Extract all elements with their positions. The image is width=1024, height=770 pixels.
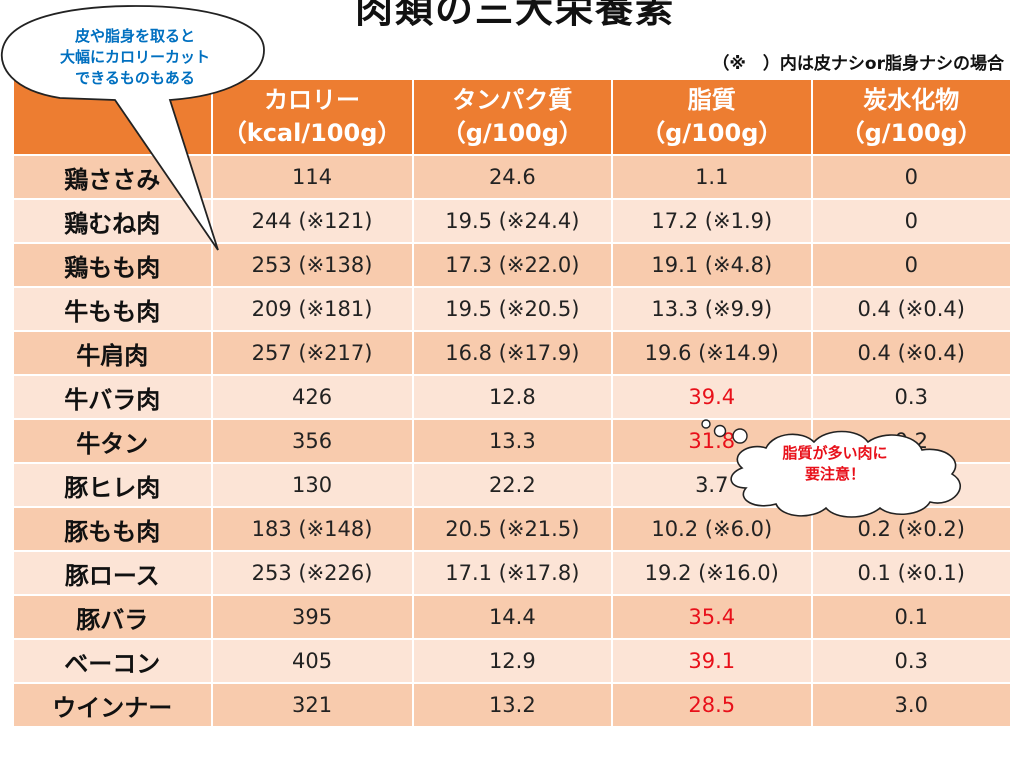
carbs-cell: 0 xyxy=(812,244,1010,286)
calories-cell: 257 (※217) xyxy=(212,332,412,374)
carbs-cell: 0.4 (※0.4) xyxy=(812,288,1010,330)
cloud-line: 脂質が多い肉に xyxy=(782,444,888,462)
calories-cell: 209 (※181) xyxy=(212,288,412,330)
protein-cell: 17.3 (※22.0) xyxy=(413,244,612,286)
carbs-cell: 0.1 xyxy=(812,596,1010,638)
carbs-cell: 0.1 (※0.1) xyxy=(812,552,1010,594)
carbs-cell: 0 xyxy=(812,200,1010,242)
carbs-cell: 0.4 (※0.4) xyxy=(812,332,1010,374)
fat-cell: 19.6 (※14.9) xyxy=(613,332,811,374)
header-carbs-unit: （g/100g） xyxy=(840,119,982,147)
food-name-cell: ベーコン xyxy=(14,640,211,682)
protein-cell: 14.4 xyxy=(413,596,612,638)
callout-line: 皮や脂身を取ると xyxy=(74,27,195,45)
fat-cell: 35.4 xyxy=(613,596,811,638)
fat-cell: 13.3 (※9.9) xyxy=(613,288,811,330)
nutrition-table: カロリー （kcal/100g） タンパク質 （g/100g） 脂質 （g/100g）… xyxy=(12,78,1012,728)
food-name-cell: 豚ヒレ肉 xyxy=(14,464,211,506)
table-row: 牛肩肉 257 (※217) 16.8 (※17.9) 19.6 (※14.9) 0.4… xyxy=(14,332,1010,374)
protein-cell: 24.6 xyxy=(413,156,612,198)
food-name-cell: 豚ロース xyxy=(14,552,211,594)
table-row: ベーコン 405 12.9 39.1 0.3 xyxy=(14,640,1010,682)
food-name-cell: 牛タン xyxy=(14,420,211,462)
header-fat-label: 脂質 xyxy=(687,86,736,114)
food-name-cell: 豚バラ xyxy=(14,596,211,638)
fat-cell: 1.1 xyxy=(613,156,811,198)
header-carbs-label: 炭水化物 xyxy=(863,86,960,114)
header-protein-label: タンパク質 xyxy=(452,86,573,114)
food-name-cell: 鶏もも肉 xyxy=(14,244,211,286)
header-row: カロリー （kcal/100g） タンパク質 （g/100g） 脂質 （g/100g）… xyxy=(14,80,1010,154)
protein-cell: 13.3 xyxy=(413,420,612,462)
header-fat-unit: （g/100g） xyxy=(641,119,783,147)
header-protein: タンパク質 （g/100g） xyxy=(413,80,612,154)
speech-bubble-callout xyxy=(0,5,265,251)
calories-cell: 244 (※121) xyxy=(212,200,412,242)
callout-line: 大幅にカロリーカット xyxy=(59,48,210,66)
table-row: 豚もも肉 183 (※148) 20.5 (※21.5) 10.2 (※6.0) 0.2… xyxy=(14,508,1010,550)
calories-cell: 114 xyxy=(212,156,412,198)
protein-cell: 12.9 xyxy=(413,640,612,682)
cloud-text: 脂質が多い肉に 要注意！ xyxy=(750,443,920,485)
callout-line: できるものもある xyxy=(75,69,195,87)
fat-cell: 10.2 (※6.0) xyxy=(613,508,811,550)
table-row: 牛もも肉 209 (※181) 19.5 (※20.5) 13.3 (※9.9) 0.4… xyxy=(14,288,1010,330)
protein-cell: 19.5 (※24.4) xyxy=(413,200,612,242)
footnote: （※ ）内は皮ナシor脂身ナシの場合 xyxy=(712,54,1004,74)
calories-cell: 253 (※226) xyxy=(212,552,412,594)
thought-cloud xyxy=(701,419,961,518)
calories-cell: 395 xyxy=(212,596,412,638)
table-row: 鶏むね肉 244 (※121) 19.5 (※24.4) 17.2 (※1.9) 0 xyxy=(14,200,1010,242)
header-protein-unit: （g/100g） xyxy=(441,119,583,147)
table-row: 豚バラ 395 14.4 35.4 0.1 xyxy=(14,596,1010,638)
food-name-cell: ウインナー xyxy=(14,684,211,726)
table-row: ウインナー 321 13.2 28.5 3.0 xyxy=(14,684,1010,726)
fat-cell: 19.2 (※16.0) xyxy=(613,552,811,594)
protein-cell: 19.5 (※20.5) xyxy=(413,288,612,330)
table-row: 鶏もも肉 253 (※138) 17.3 (※22.0) 19.1 (※4.8) 0 xyxy=(14,244,1010,286)
protein-cell: 13.2 xyxy=(413,684,612,726)
protein-cell: 22.2 xyxy=(413,464,612,506)
page-title: 肉類の三大栄養素 xyxy=(354,0,675,31)
header-fat: 脂質 （g/100g） xyxy=(613,80,811,154)
table-row: 牛バラ肉 426 12.8 39.4 0.3 xyxy=(14,376,1010,418)
protein-cell: 20.5 (※21.5) xyxy=(413,508,612,550)
carbs-cell: 0.3 xyxy=(812,640,1010,682)
carbs-cell: 3.0 xyxy=(812,684,1010,726)
header-calories-label: カロリー xyxy=(264,86,361,114)
calories-cell: 356 xyxy=(212,420,412,462)
protein-cell: 16.8 (※17.9) xyxy=(413,332,612,374)
cloud-line: 要注意！ xyxy=(804,465,865,483)
carbs-cell: 0 xyxy=(812,156,1010,198)
food-name-cell: 牛もも肉 xyxy=(14,288,211,330)
callout-text: 皮や脂身を取ると 大幅にカロリーカット できるものもある xyxy=(18,26,252,89)
fat-cell: 17.2 (※1.9) xyxy=(613,200,811,242)
calories-cell: 183 (※148) xyxy=(212,508,412,550)
food-name-cell: 鶏むね肉 xyxy=(14,200,211,242)
fat-cell: 39.4 xyxy=(613,376,811,418)
carbs-cell: 0.3 xyxy=(812,376,1010,418)
food-name-cell: 牛肩肉 xyxy=(14,332,211,374)
food-name-cell: 牛バラ肉 xyxy=(14,376,211,418)
protein-cell: 17.1 (※17.8) xyxy=(413,552,612,594)
header-carbs: 炭水化物 （g/100g） xyxy=(812,80,1010,154)
food-name-cell: 豚もも肉 xyxy=(14,508,211,550)
protein-cell: 12.8 xyxy=(413,376,612,418)
fat-cell: 39.1 xyxy=(613,640,811,682)
calories-cell: 130 xyxy=(212,464,412,506)
fat-cell: 28.5 xyxy=(613,684,811,726)
calories-cell: 405 xyxy=(212,640,412,682)
calories-cell: 321 xyxy=(212,684,412,726)
calories-cell: 253 (※138) xyxy=(212,244,412,286)
fat-cell: 19.1 (※4.8) xyxy=(613,244,811,286)
table-row: 豚ロース 253 (※226) 17.1 (※17.8) 19.2 (※16.0) 0.… xyxy=(14,552,1010,594)
header-calories: カロリー （kcal/100g） xyxy=(212,80,412,154)
header-calories-unit: （kcal/100g） xyxy=(222,119,402,147)
calories-cell: 426 xyxy=(212,376,412,418)
